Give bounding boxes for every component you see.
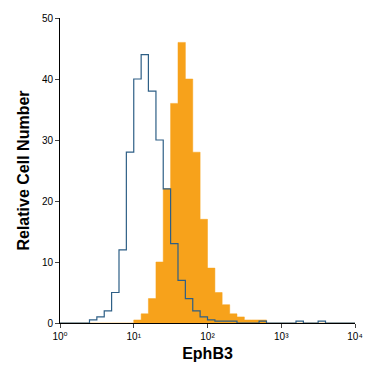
svg-text:10: 10 xyxy=(42,257,54,268)
svg-text:Relative Cell Number: Relative Cell Number xyxy=(15,90,32,250)
svg-text:10⁰: 10⁰ xyxy=(52,331,67,342)
svg-text:10¹: 10¹ xyxy=(127,331,142,342)
svg-text:40: 40 xyxy=(42,74,54,85)
svg-text:EphB3: EphB3 xyxy=(182,345,233,362)
svg-text:30: 30 xyxy=(42,135,54,146)
svg-text:10²: 10² xyxy=(200,331,215,342)
svg-text:0: 0 xyxy=(47,318,53,329)
svg-text:10⁴: 10⁴ xyxy=(347,331,362,342)
svg-text:20: 20 xyxy=(42,196,54,207)
svg-text:50: 50 xyxy=(42,13,54,24)
svg-text:10³: 10³ xyxy=(274,331,289,342)
